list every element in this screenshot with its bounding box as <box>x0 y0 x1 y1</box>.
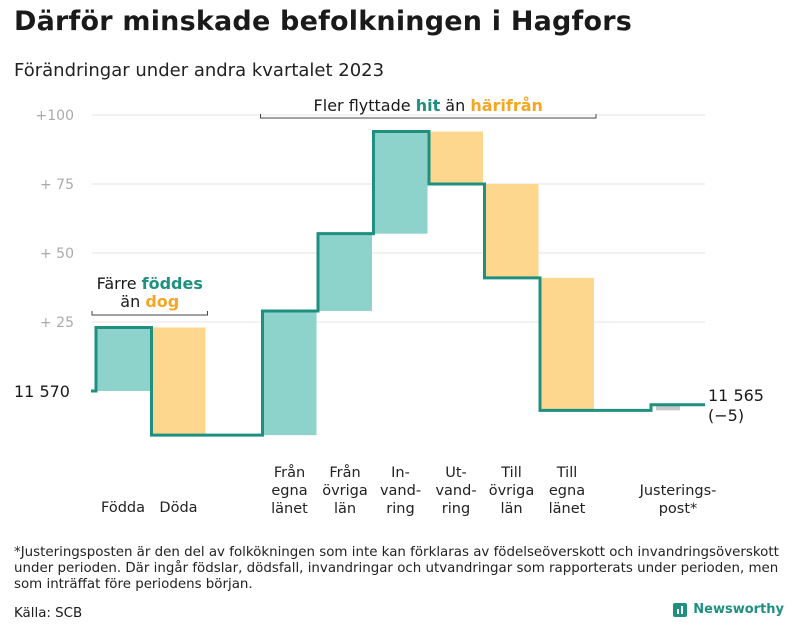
category-label: länet <box>549 501 586 517</box>
category-label: Justerings- <box>639 483 717 499</box>
bar-invandring <box>373 131 428 234</box>
category-label: ring <box>386 501 414 517</box>
brand-name: Newsworthy <box>693 602 784 617</box>
bar-justeringspost- <box>656 404 680 411</box>
migration-annotation: Fler flyttade hit än härifrån <box>314 96 543 115</box>
category-label: län <box>334 501 356 517</box>
running-total-line <box>91 130 705 437</box>
births-deaths-bracket <box>91 311 208 316</box>
migration-bracket <box>260 114 597 119</box>
category-label: övriga <box>322 483 368 499</box>
category-label: In- <box>391 465 410 481</box>
category-label: övriga <box>489 483 535 499</box>
footnote: *Justeringsposten är den del av folkökni… <box>14 545 779 592</box>
category-label: län <box>500 501 522 517</box>
category-label: Från <box>329 464 360 481</box>
category-label: Ut- <box>445 465 467 481</box>
bar-chart-icon <box>673 602 688 617</box>
bar-utvandring <box>429 131 483 184</box>
category-label: länet <box>271 501 308 517</box>
y-tick-label: + 50 <box>40 246 74 262</box>
y-tick-label: +100 <box>36 108 74 124</box>
waterfall-chart: +100 + 75 + 50 + 25 11 570 11 565(−5) Födda Död… <box>14 96 764 517</box>
category-label: Från <box>274 464 305 481</box>
category-label: Födda <box>101 500 145 516</box>
bar-från-övriga-län <box>318 233 372 311</box>
y-tick-label: + 25 <box>40 315 74 331</box>
y-tick-label: + 75 <box>40 177 74 193</box>
category-label: ring <box>442 501 470 517</box>
start-value-label: 11 570 <box>14 382 70 401</box>
bar-döda <box>151 327 206 436</box>
category-label: Till <box>556 465 578 481</box>
bar-till-egna-länet <box>540 277 594 411</box>
bar-till-övriga-län <box>484 184 539 278</box>
chart-subtitle: Förändringar under andra kvartalet 2023 <box>14 60 385 81</box>
category-label: egna <box>271 483 307 499</box>
births-deaths-annotation-line1: Färre föddes <box>97 274 203 293</box>
category-label: vand- <box>380 483 421 499</box>
bar-från-egna-länet <box>262 310 317 436</box>
end-value-label: 11 565 <box>708 386 764 405</box>
chart-title: Därför minskade befolkningen i Hagfors <box>14 6 633 37</box>
category-label: Döda <box>159 500 197 516</box>
bar-födda <box>96 327 150 391</box>
newsworthy-logo: Newsworthy <box>673 602 784 617</box>
end-change-label: (−5) <box>708 406 744 425</box>
category-label: Till <box>500 465 522 481</box>
category-label: post* <box>659 501 698 517</box>
births-deaths-annotation-line2: än dog <box>120 292 179 311</box>
category-label: egna <box>549 483 585 499</box>
category-label: vand- <box>435 483 476 499</box>
source-label: Källa: SCB <box>14 606 83 621</box>
